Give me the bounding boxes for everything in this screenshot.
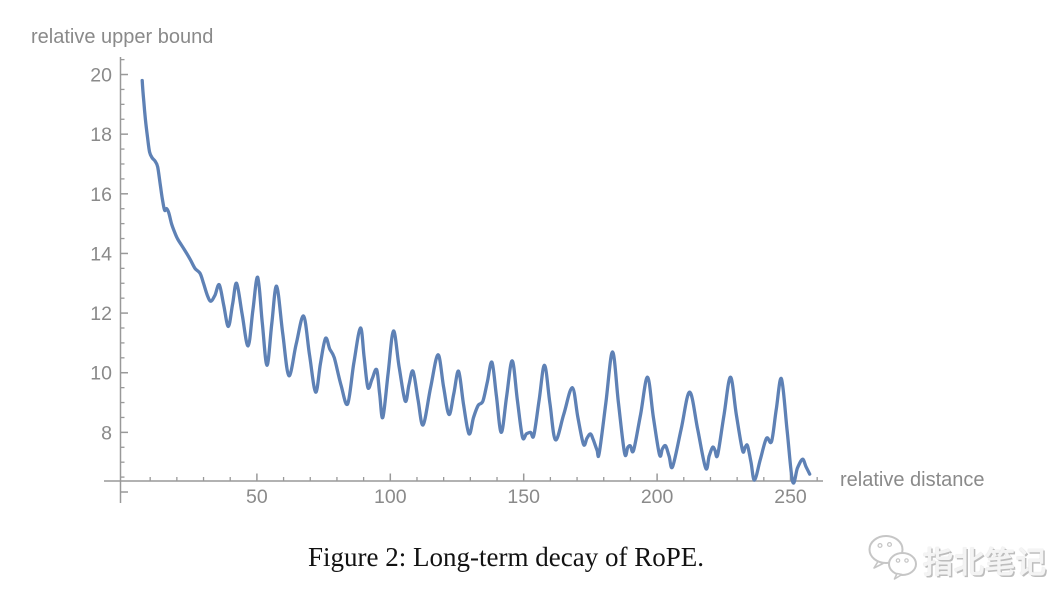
- y-axis-title: relative upper bound: [31, 26, 214, 48]
- y-tick-label: 16: [90, 184, 112, 206]
- y-tick-label: 18: [90, 124, 112, 146]
- watermark: 指北笔记: [866, 533, 1047, 586]
- x-tick-label: 100: [374, 486, 407, 508]
- y-tick-label: 12: [90, 303, 112, 325]
- y-tick-label: 20: [90, 65, 112, 87]
- watermark-text: 指北笔记: [923, 546, 1047, 580]
- x-tick-label: 150: [507, 486, 540, 508]
- figure-caption: Figure 2: Long-term decay of RoPE.: [308, 542, 704, 572]
- x-tick-label: 50: [246, 486, 268, 508]
- decay-curve: [140, 78, 812, 485]
- x-axis-title: relative distance: [840, 469, 985, 491]
- wechat-chat-bubbles-icon: [866, 533, 918, 586]
- y-tick-label: 14: [90, 243, 112, 265]
- x-tick-label: 250: [774, 486, 807, 508]
- x-tick-label: 200: [641, 486, 674, 508]
- y-tick-label: 10: [90, 363, 112, 385]
- y-tick-label: 8: [101, 422, 112, 444]
